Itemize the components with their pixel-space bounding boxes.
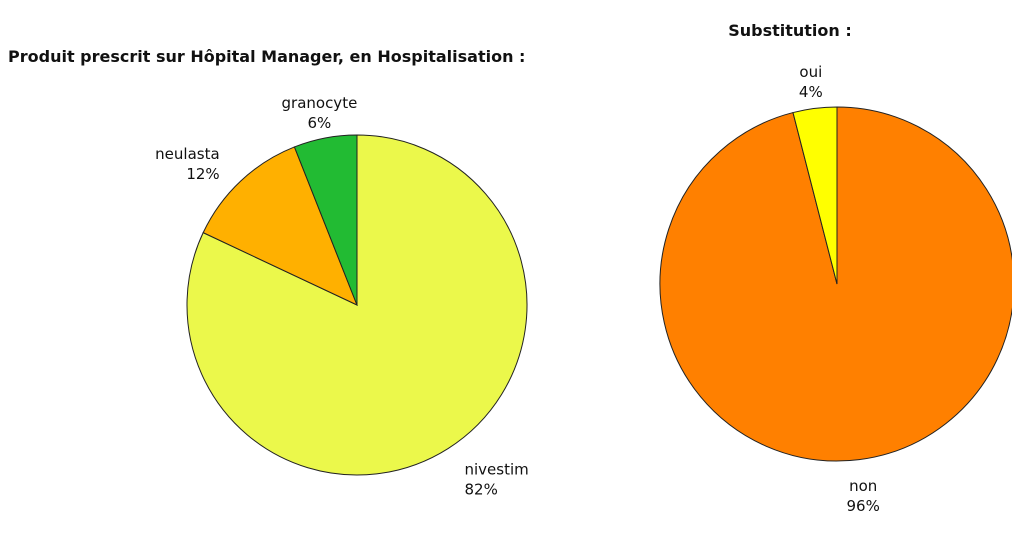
slice-label: nivestim xyxy=(464,460,528,478)
pie-slice xyxy=(792,106,838,285)
chart-title: Substitution : xyxy=(728,21,852,40)
pie-slice xyxy=(293,134,358,306)
slice-label: oui xyxy=(799,63,822,81)
pie-slice xyxy=(659,106,1012,462)
slice-label: granocyte xyxy=(282,94,358,112)
slice-value-label: 4% xyxy=(799,83,823,101)
slice-label: neulasta xyxy=(155,145,220,163)
pie-slice xyxy=(186,134,528,476)
chart-title: Produit prescrit sur Hôpital Manager, en… xyxy=(8,47,525,66)
slice-value-label: 6% xyxy=(308,114,332,132)
slice-value-label: 82% xyxy=(464,480,497,498)
slice-value-label: 12% xyxy=(186,165,219,183)
slice-value-label: 96% xyxy=(847,497,880,515)
slice-label: non xyxy=(849,477,877,495)
pie-slice xyxy=(202,146,358,306)
